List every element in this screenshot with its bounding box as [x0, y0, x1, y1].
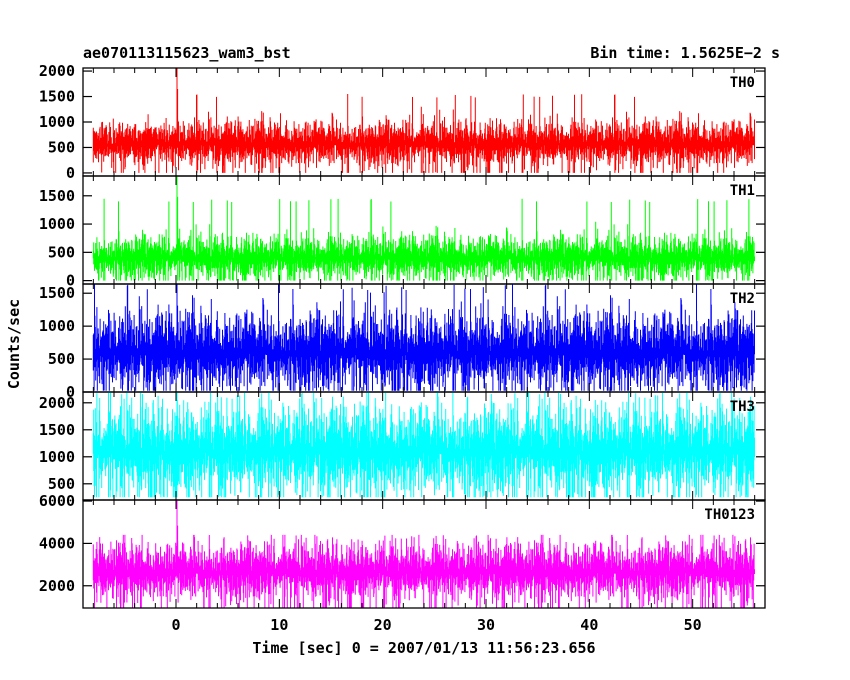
y-tick-label: 500	[48, 350, 75, 368]
y-tick-label: 500	[48, 243, 75, 261]
series-th2	[92, 284, 755, 391]
series-th3	[92, 392, 755, 498]
y-tick-label: 0	[66, 164, 75, 182]
y-tick-label: 1000	[39, 317, 75, 335]
series-th1	[92, 176, 755, 281]
panel-frame	[82, 67, 766, 177]
panel-label-th0123: TH0123	[704, 507, 755, 523]
x-tick-label: 30	[477, 616, 495, 634]
series-th0123	[92, 500, 755, 608]
panel-label-th2: TH2	[730, 291, 755, 307]
y-tick-label: 500	[48, 475, 75, 493]
y-tick-label: 500	[48, 138, 75, 156]
y-tick-label: 1000	[39, 448, 75, 466]
x-axis-label: Time [sec] 0 = 2007/01/13 11:56:23.656	[252, 639, 595, 657]
x-tick-label: 10	[270, 616, 288, 634]
y-tick-label: 1500	[39, 284, 75, 302]
y-tick-label: 6000	[39, 492, 75, 510]
panels-group: TH00500100015002000TH1050010001500TH2050…	[39, 62, 766, 634]
y-tick-label: 2000	[39, 394, 75, 412]
y-tick-label: 2000	[39, 62, 75, 80]
x-tick-label: 0	[171, 616, 180, 634]
y-tick-label: 0	[66, 383, 75, 401]
x-tick-label: 40	[580, 616, 598, 634]
panel-label-th3: TH3	[730, 399, 755, 415]
panel-label-th1: TH1	[730, 183, 755, 199]
y-tick-label: 4000	[39, 534, 75, 552]
y-tick-label: 1000	[39, 215, 75, 233]
y-tick-label: 0	[66, 272, 75, 290]
series-th0	[92, 68, 755, 173]
x-tick-label: 50	[684, 616, 702, 634]
y-tick-label: 1000	[39, 113, 75, 131]
y-axis-label: Counts/sec	[5, 299, 23, 389]
y-tick-label: 2000	[39, 577, 75, 595]
figure-title-right: Bin time: 1.5625E−2 s	[590, 44, 780, 62]
x-tick-label: 20	[374, 616, 392, 634]
figure-title-left: ae070113115623_wam3_bst	[83, 44, 291, 62]
panel-label-th0: TH0	[730, 75, 755, 91]
y-tick-label: 1500	[39, 187, 75, 205]
y-tick-label: 1500	[39, 421, 75, 439]
y-tick-label: 1500	[39, 88, 75, 106]
